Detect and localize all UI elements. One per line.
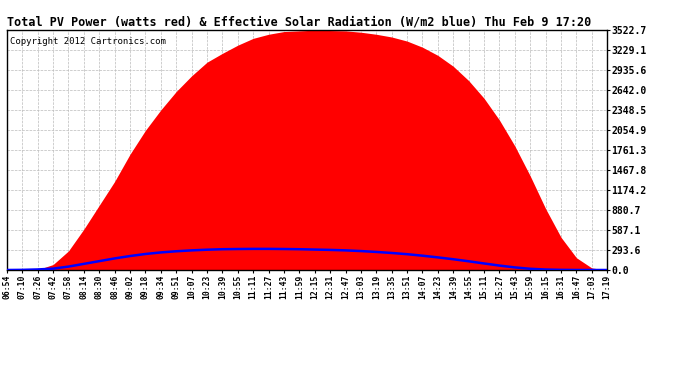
Text: Copyright 2012 Cartronics.com: Copyright 2012 Cartronics.com [10,37,166,46]
Text: Total PV Power (watts red) & Effective Solar Radiation (W/m2 blue) Thu Feb 9 17:: Total PV Power (watts red) & Effective S… [7,16,591,29]
